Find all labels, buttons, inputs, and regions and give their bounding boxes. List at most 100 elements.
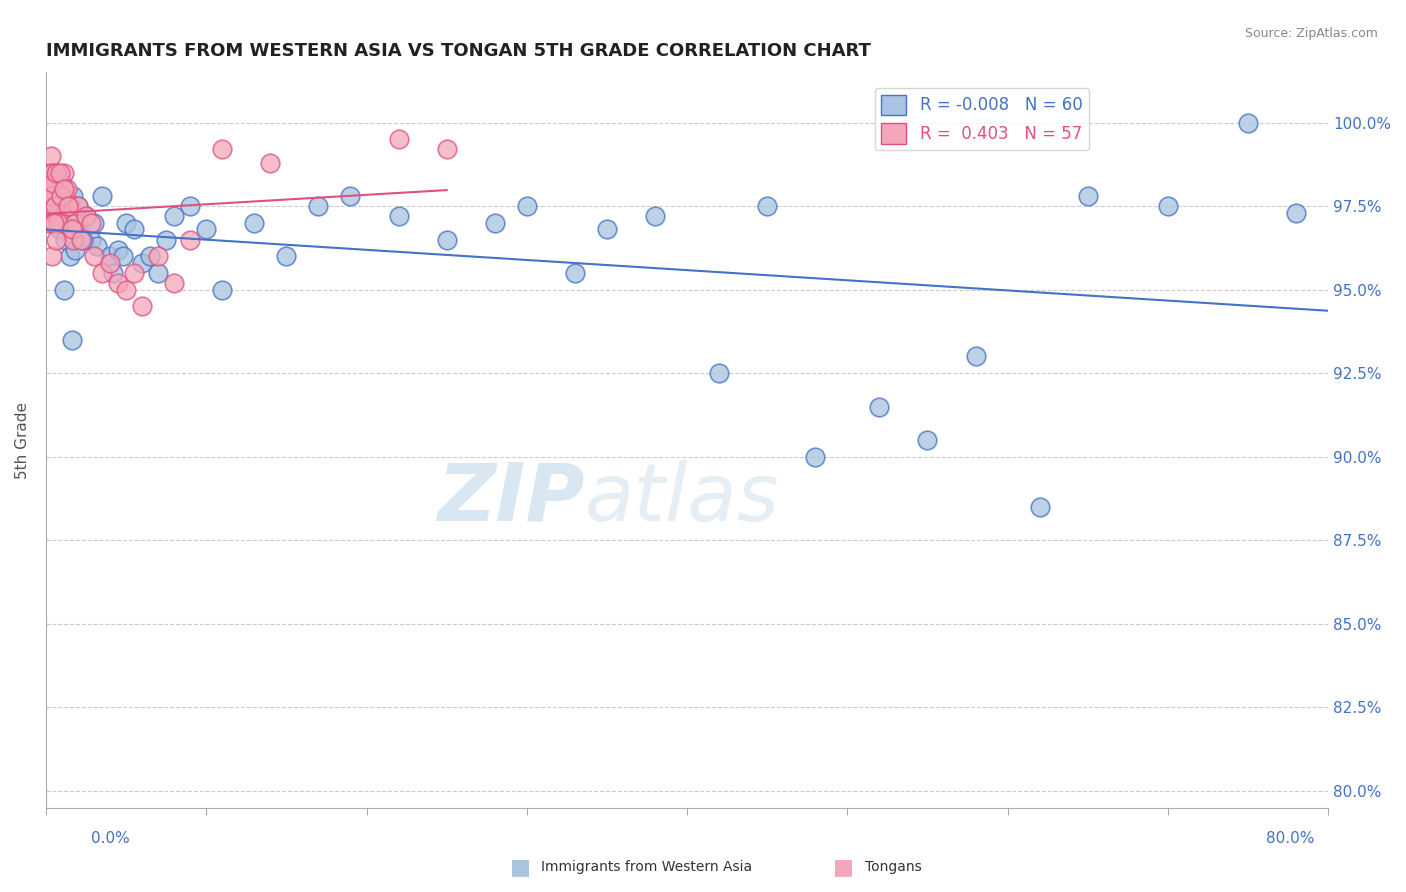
Y-axis label: 5th Grade: 5th Grade [15, 401, 30, 478]
Point [80, 233, 103, 247]
Point [66, 199, 89, 213]
Point [63, 243, 86, 257]
Point [756, 199, 779, 213]
Text: Tongans: Tongans [865, 860, 921, 874]
Point [436, 142, 458, 156]
Point [80, 216, 103, 230]
Point [86, 239, 108, 253]
Point [42, 209, 65, 223]
Point [70, 233, 93, 247]
Point [53, 233, 76, 247]
Point [48, 182, 70, 196]
Point [146, 249, 169, 263]
Point [98, 256, 121, 270]
Point [39, 182, 62, 196]
Point [46, 216, 69, 230]
Point [243, 216, 266, 230]
Point [146, 266, 169, 280]
Point [131, 299, 153, 313]
Point [41, 166, 63, 180]
Point [276, 249, 298, 263]
Point [707, 366, 730, 380]
Point [51, 216, 73, 230]
Point [45, 189, 67, 203]
Point [115, 216, 138, 230]
Point [45, 233, 67, 247]
Point [44, 199, 66, 213]
Point [155, 233, 177, 247]
Point [195, 222, 218, 236]
Point [59, 199, 82, 213]
Point [41, 189, 63, 203]
Point [45, 166, 67, 180]
Point [48, 199, 70, 213]
Point [436, 233, 458, 247]
Point [72, 233, 94, 247]
Point [163, 276, 186, 290]
Point [38, 199, 60, 213]
Point [91, 189, 114, 203]
Text: ■: ■ [510, 857, 530, 877]
Point [596, 222, 619, 236]
Point [387, 209, 409, 223]
Point [59, 249, 82, 263]
Point [45, 182, 67, 196]
Point [60, 333, 83, 347]
Point [259, 155, 281, 169]
Point [53, 189, 76, 203]
Text: ZIP: ZIP [437, 460, 585, 538]
Point [75, 209, 97, 223]
Point [91, 266, 114, 280]
Point [1028, 500, 1050, 514]
Point [38, 166, 60, 180]
Point [41, 249, 63, 263]
Point [39, 189, 62, 203]
Point [131, 256, 153, 270]
Point [56, 182, 79, 196]
Point [917, 433, 939, 447]
Point [516, 199, 538, 213]
Point [39, 149, 62, 163]
Point [804, 450, 827, 464]
Point [211, 142, 233, 156]
Point [62, 233, 84, 247]
Text: 80.0%: 80.0% [1267, 831, 1315, 847]
Point [70, 222, 93, 236]
Point [63, 216, 86, 230]
Legend: R = -0.008   N = 60, R =  0.403   N = 57: R = -0.008 N = 60, R = 0.403 N = 57 [875, 88, 1090, 151]
Point [42, 182, 65, 196]
Point [39, 182, 62, 196]
Point [51, 216, 73, 230]
Point [211, 283, 233, 297]
Point [38, 189, 60, 203]
Point [115, 283, 138, 297]
Point [42, 199, 65, 213]
Point [56, 206, 79, 220]
Point [1157, 199, 1180, 213]
Point [60, 222, 83, 236]
Point [111, 249, 134, 263]
Point [46, 166, 69, 180]
Text: ■: ■ [834, 857, 853, 877]
Point [42, 199, 65, 213]
Point [42, 216, 65, 230]
Point [484, 216, 506, 230]
Point [179, 199, 201, 213]
Point [122, 222, 145, 236]
Point [644, 209, 666, 223]
Point [122, 266, 145, 280]
Point [179, 233, 201, 247]
Point [107, 276, 129, 290]
Point [307, 199, 329, 213]
Point [1077, 189, 1099, 203]
Point [83, 249, 105, 263]
Point [58, 199, 80, 213]
Point [868, 400, 890, 414]
Point [103, 266, 125, 280]
Point [564, 266, 586, 280]
Point [46, 209, 69, 223]
Point [83, 216, 105, 230]
Point [965, 350, 987, 364]
Point [49, 189, 72, 203]
Text: atlas: atlas [585, 460, 779, 538]
